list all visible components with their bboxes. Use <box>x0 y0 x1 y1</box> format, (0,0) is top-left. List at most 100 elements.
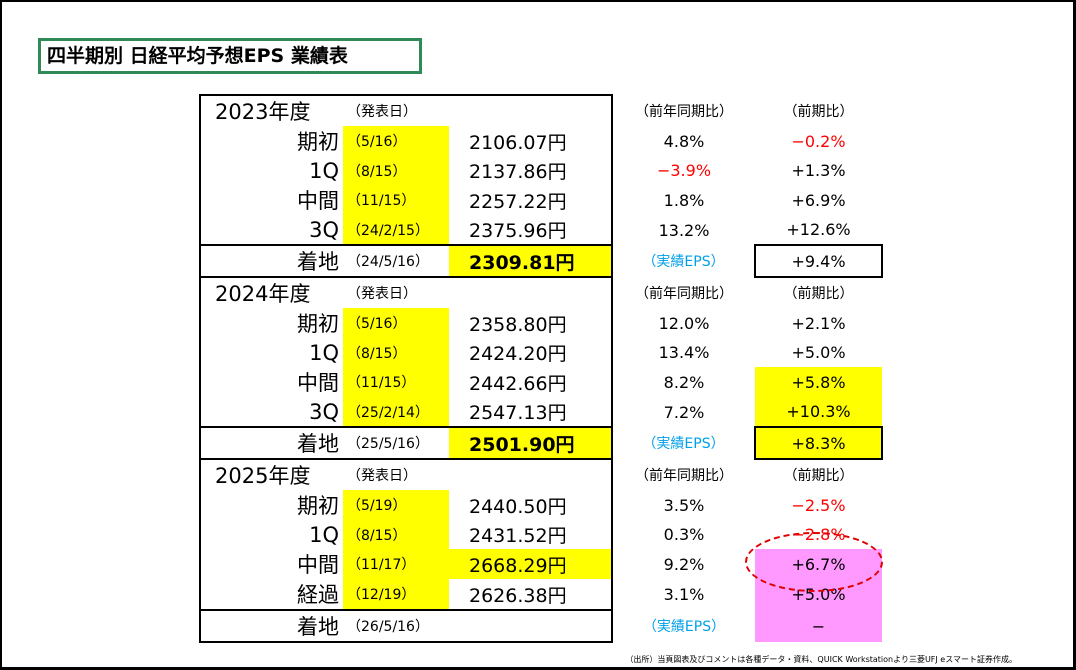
eps-value: 2442.66円 <box>449 367 613 397</box>
qoq-change: − <box>755 610 882 642</box>
announce-date: （5/16） <box>343 308 449 338</box>
period-label: 着地 <box>199 244 343 278</box>
period-label: 期初 <box>199 308 343 338</box>
qoq-change: +5.8% <box>755 367 882 397</box>
qoq-change: +6.9% <box>791 190 846 210</box>
announce-date: （25/2/14） <box>343 397 449 427</box>
actual-eps-label: （実績EPS） <box>642 619 726 635</box>
fiscal-year: 2025年度 <box>199 458 343 490</box>
eps-value: 2358.80円 <box>449 308 613 338</box>
qoq-change: +2.1% <box>791 313 846 333</box>
qoq-change: +12.6% <box>786 220 851 239</box>
qoq-change: −0.2% <box>791 131 846 151</box>
announce-date: （5/16） <box>343 126 449 156</box>
period-label: 3Q <box>199 397 343 427</box>
qoq-change: +8.3% <box>754 426 883 460</box>
highlight-ellipse <box>745 532 883 592</box>
eps-value: 2668.29円 <box>449 549 613 579</box>
period-label: 中間 <box>199 549 343 579</box>
eps-value <box>449 609 613 643</box>
announce-date: （8/15） <box>343 338 449 367</box>
eps-value: 2501.90円 <box>449 426 613 460</box>
eps-value: 2375.96円 <box>449 215 613 245</box>
qoq-change: +1.3% <box>791 161 846 180</box>
final-row: 着地 （25/5/16） 2501.90円 （実績EPS） +8.3% <box>199 426 883 460</box>
period-label: 経過 <box>199 579 343 610</box>
announce-date: （26/5/16） <box>343 609 449 643</box>
eps-value: 2257.22円 <box>449 185 613 215</box>
yoy-header: （前年同期比） <box>635 285 733 302</box>
yoy-change: 7.2% <box>663 402 705 422</box>
yoy-change: −3.9% <box>656 161 712 180</box>
section-header-row: 2023年度 （発表日） （前年同期比） （前期比） <box>199 94 882 126</box>
announce-date: （12/19） <box>343 579 449 610</box>
announce-date: （24/2/15） <box>343 215 449 245</box>
yoy-change: 9.2% <box>663 554 705 574</box>
table-row: 中間 （11/15） 2442.66円 8.2% +5.8% <box>199 367 882 397</box>
actual-eps-label: （実績EPS） <box>642 254 725 270</box>
qoq-change: −2.5% <box>791 495 846 515</box>
page-title: 四半期別 日経平均予想EPS 業績表 <box>38 38 422 74</box>
table-row: 期初 （5/19） 2440.50円 3.5% −2.5% <box>199 490 882 520</box>
table-row: 中間 （11/15） 2257.22円 1.8% +6.9% <box>199 185 882 215</box>
qoq-header: （前期比） <box>783 286 854 302</box>
yoy-change: 1.8% <box>663 190 705 210</box>
announce-date: （11/17） <box>343 549 449 579</box>
qoq-change: +9.4% <box>754 244 883 278</box>
yoy-change: 8.2% <box>663 372 705 392</box>
eps-value: 2106.07円 <box>449 126 613 156</box>
fiscal-year: 2023年度 <box>199 94 343 126</box>
period-label: 1Q <box>199 338 343 367</box>
eps-value: 2547.13円 <box>449 397 613 427</box>
eps-value: 2431.52円 <box>449 520 613 549</box>
period-label: 期初 <box>199 126 343 156</box>
announce-date: （5/19） <box>343 490 449 520</box>
value-header <box>449 458 613 490</box>
value-header <box>449 94 613 126</box>
qoq-header: （前期比） <box>783 468 854 484</box>
footnote: （出所）当頁図表及びコメントは各種データ・資料、QUICK Workstatio… <box>625 655 1017 664</box>
yoy-change: 3.5% <box>663 495 705 515</box>
section-header-row: 2024年度 （発表日） （前年同期比） （前期比） <box>199 276 882 308</box>
value-header <box>449 276 613 308</box>
date-header: （発表日） <box>343 94 449 126</box>
actual-eps-label: （実績EPS） <box>642 436 725 452</box>
eps-value: 2440.50円 <box>449 490 613 520</box>
period-label: 3Q <box>199 215 343 245</box>
announce-date: （24/5/16） <box>343 244 449 278</box>
qoq-header: （前期比） <box>783 103 854 120</box>
yoy-change: 4.8% <box>663 131 705 151</box>
announce-date: （11/15） <box>343 367 449 397</box>
period-label: 1Q <box>199 520 343 549</box>
announce-date: （25/5/16） <box>343 426 449 460</box>
table-row: 3Q （24/2/15） 2375.96円 13.2% +12.6% <box>199 215 882 245</box>
period-label: 期初 <box>199 490 343 520</box>
period-label: 着地 <box>199 426 343 460</box>
date-header: （発表日） <box>343 276 449 308</box>
qoq-change: +5.0% <box>791 343 846 362</box>
announce-date: （11/15） <box>343 185 449 215</box>
announce-date: （8/15） <box>343 156 449 185</box>
eps-value: 2137.86円 <box>449 156 613 185</box>
table-row: 期初 （5/16） 2358.80円 12.0% +2.1% <box>199 308 882 338</box>
period-label: 中間 <box>199 367 343 397</box>
yoy-change: 13.2% <box>658 220 710 240</box>
section-header-row: 2025年度 （発表日） （前年同期比） （前期比） <box>199 458 882 490</box>
announce-date: （8/15） <box>343 520 449 549</box>
date-header: （発表日） <box>343 458 449 490</box>
table-row: 1Q （8/15） 2424.20円 13.4% +5.0% <box>199 338 882 367</box>
table-row: 経過 （12/19） 2626.38円 3.1% +5.0% <box>199 579 882 610</box>
qoq-change: +10.3% <box>755 397 882 427</box>
yoy-header: （前年同期比） <box>635 103 733 120</box>
eps-table: 2023年度 （発表日） （前年同期比） （前期比） 期初 （5/16） 2106.07円 4… <box>199 94 883 643</box>
eps-value: 2424.20円 <box>449 338 613 367</box>
final-row: 着地 （26/5/16） （実績EPS） − <box>199 609 882 643</box>
period-label: 1Q <box>199 156 343 185</box>
table-row: 1Q （8/15） 2431.52円 0.3% −2.8% <box>199 520 882 549</box>
final-row: 着地 （24/5/16） 2309.81円 （実績EPS） +9.4% <box>199 244 883 278</box>
eps-value: 2626.38円 <box>449 579 613 610</box>
table-row: 期初 （5/16） 2106.07円 4.8% −0.2% <box>199 126 882 156</box>
yoy-change: 12.0% <box>658 313 710 333</box>
yoy-change: 13.4% <box>658 343 710 362</box>
